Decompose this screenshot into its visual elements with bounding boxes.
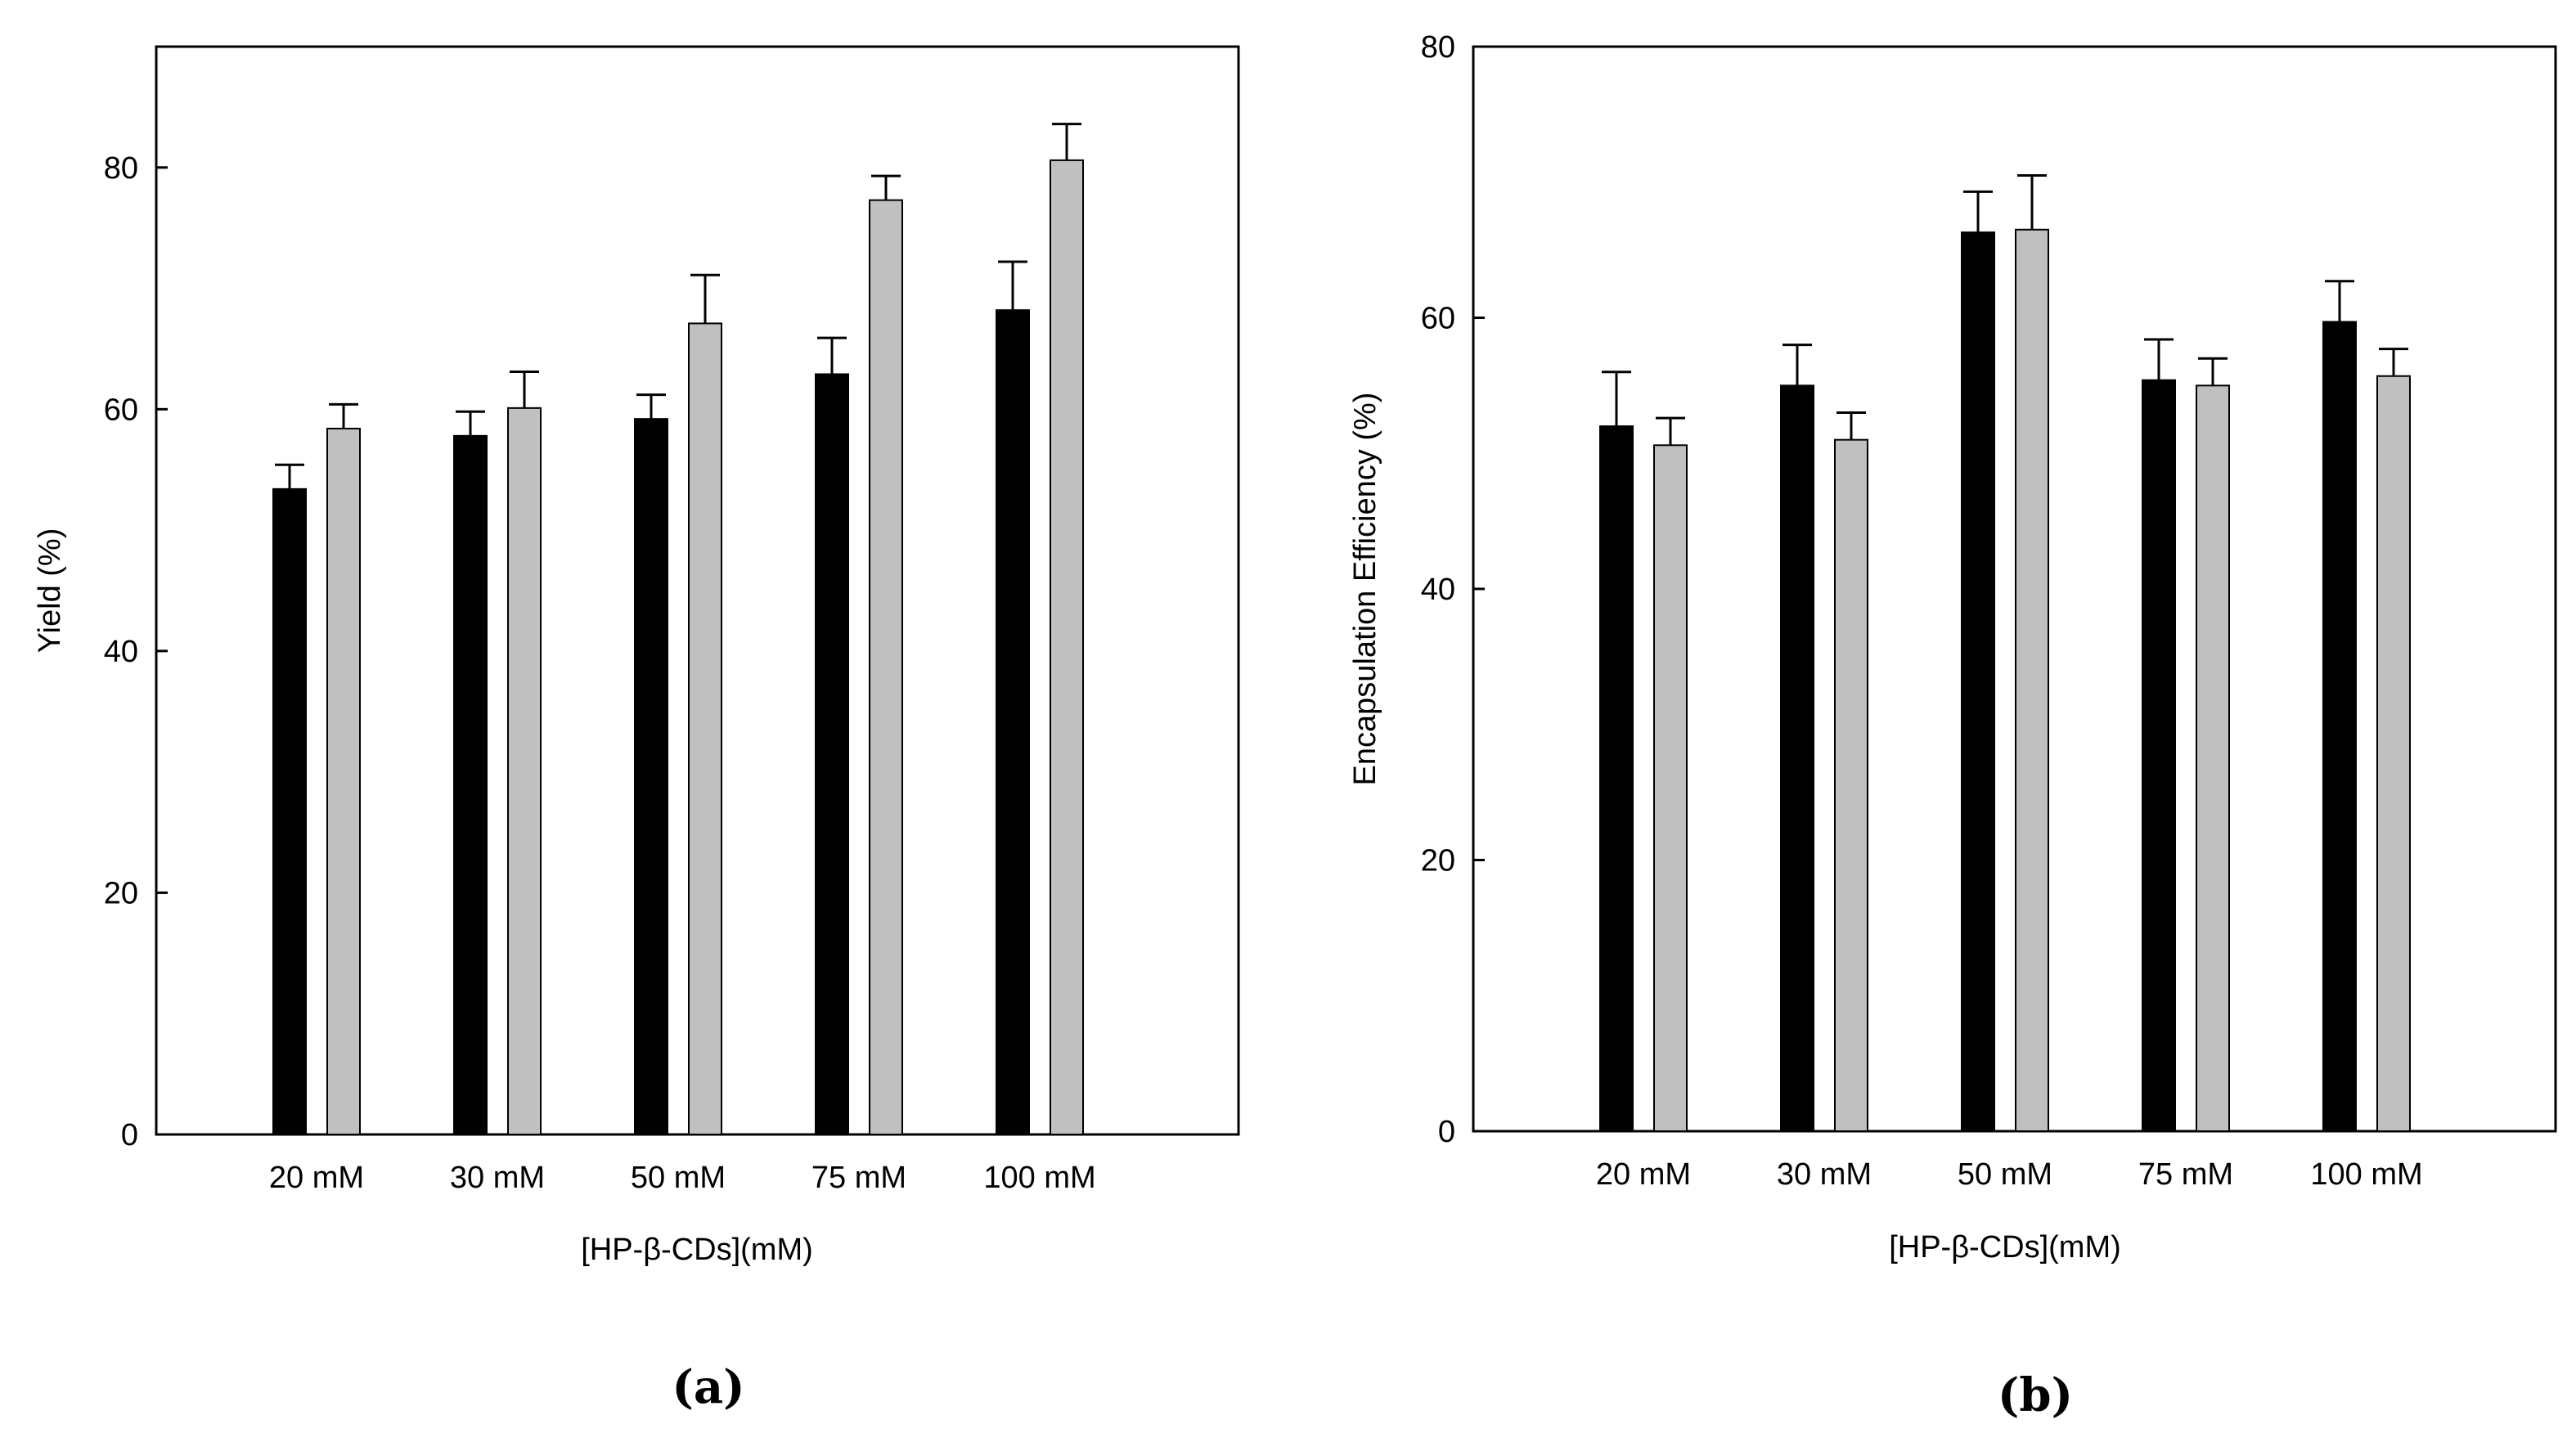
y-tick-label: 0 (121, 1118, 138, 1152)
y-axis-title-a: Yield (%) (33, 528, 67, 654)
bar (453, 434, 488, 1135)
y-tick-label: 80 (1421, 30, 1455, 65)
bars-a (272, 123, 1084, 1136)
y-ticks-a (156, 166, 168, 1136)
bar (507, 407, 542, 1136)
x-axis-title-b: [HP-β-CDs](mM) (1889, 1230, 2121, 1265)
bar (1834, 438, 1868, 1132)
y-tick-label: 60 (1421, 302, 1455, 336)
bars-b (1599, 173, 2411, 1133)
bar (996, 309, 1030, 1135)
y-tick-label: 60 (104, 393, 138, 427)
y-tick-label: 40 (1421, 573, 1455, 607)
bar (272, 487, 307, 1135)
chart-panel-b: 0 20 40 60 80 20 mM 30 mM 50 mM 75 mM 10… (1348, 30, 2557, 1422)
bar (2376, 375, 2411, 1132)
panel-label-a: (a) (672, 1360, 744, 1414)
bar (2322, 321, 2357, 1133)
x-tick-label: 50 mM (1958, 1157, 2052, 1192)
bar (1961, 231, 1995, 1132)
y-tick-label: 80 (104, 151, 138, 186)
bar (1780, 384, 1814, 1132)
bar (1050, 159, 1084, 1135)
bar (2196, 384, 2230, 1132)
bar (2015, 228, 2049, 1133)
x-tick-label: 75 mM (811, 1161, 906, 1195)
bar (1599, 425, 1634, 1132)
y-tick-label: 0 (1438, 1115, 1455, 1149)
chart-panel-a: 0 20 40 60 80 20 mM 30 mM 50 mM 75 mM 10… (33, 45, 1240, 1414)
y-tick-label: 40 (104, 635, 138, 669)
bar (2142, 379, 2176, 1132)
x-tick-label: 100 mM (2310, 1157, 2422, 1192)
x-axis-title-a: [HP-β-CDs](mM) (581, 1233, 813, 1267)
x-tick-label: 75 mM (2138, 1157, 2233, 1192)
x-tick-labels-a: 20 mM 30 mM 50 mM 75 mM 100 mM (269, 1161, 1096, 1195)
y-ticks-b (1473, 45, 1485, 1133)
y-tick-label: 20 (104, 876, 138, 910)
panel-label-b: (b) (1998, 1368, 2073, 1422)
x-tick-label: 30 mM (1777, 1157, 1872, 1192)
bar (688, 322, 722, 1135)
bar (634, 418, 668, 1135)
x-tick-label: 100 mM (983, 1161, 1095, 1195)
bar (869, 199, 903, 1136)
y-axis-title-b: Encapsulation Efficiency (%) (1348, 393, 1382, 786)
y-tick-label: 20 (1421, 844, 1455, 878)
y-tick-labels-a: 0 20 40 60 80 (104, 151, 138, 1152)
x-tick-label: 30 mM (450, 1161, 545, 1195)
bar (326, 427, 361, 1135)
bar (1653, 444, 1688, 1132)
y-tick-labels-b: 0 20 40 60 80 (1421, 30, 1455, 1149)
x-tick-labels-b: 20 mM 30 mM 50 mM 75 mM 100 mM (1596, 1157, 2423, 1192)
x-tick-label: 20 mM (269, 1161, 364, 1195)
x-tick-label: 20 mM (1596, 1157, 1691, 1192)
x-tick-label: 50 mM (631, 1161, 726, 1195)
bar (815, 373, 849, 1135)
